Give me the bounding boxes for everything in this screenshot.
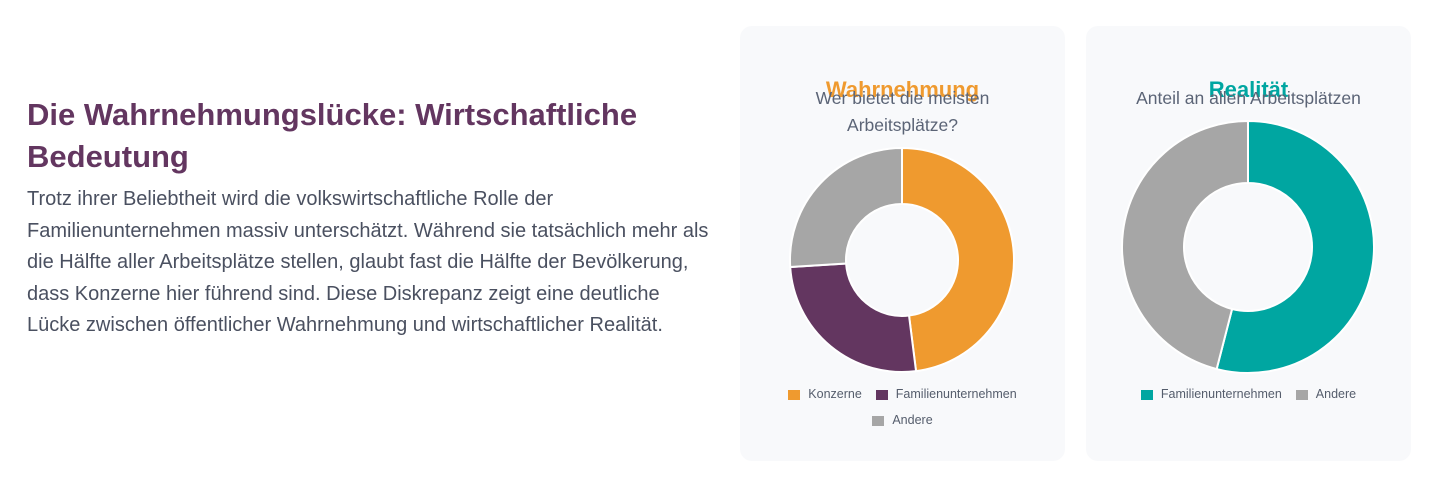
legend-label: Andere [892, 413, 933, 427]
legend-swatch [872, 415, 885, 426]
section-heading: Die Wahrnehmungslücke: Wirtschaftliche B… [27, 97, 638, 174]
legend-item-familienunternehmen[interactable]: Familienunternehmen [1140, 387, 1282, 402]
donut-slice-andere[interactable] [1121, 119, 1249, 371]
legend-item-familienunternehmen[interactable]: Familienunternehmen [875, 387, 1017, 402]
chart-subtitle: Anteil an allen Arbeitsplätzen [1136, 88, 1361, 108]
legend-item-andere[interactable]: Andere [872, 413, 933, 428]
section-body: Trotz ihrer Beliebtheit wird die volkswi… [27, 188, 709, 337]
donut-slice-andere[interactable] [789, 146, 903, 269]
donut-slice-familienunternehmen[interactable] [789, 262, 918, 373]
donut-slice-konzerne[interactable] [901, 146, 1015, 373]
intro-section: Die Wahrnehmungslücke: Wirtschaftliche B… [27, 94, 717, 342]
chart-legend: Konzerne Familienunternehmen Andere [760, 387, 1045, 428]
chart-legend: Familienunternehmen Andere [1106, 387, 1391, 402]
legend-label: Familienunternehmen [895, 387, 1017, 401]
chart-card-perception: Wahrnehmung Wer bietet die meisten Arbei… [740, 26, 1065, 461]
donut-chart-perception [789, 146, 1015, 373]
chart-title: Wahrnehmung [825, 77, 980, 102]
legend-swatch [1295, 389, 1308, 400]
legend-swatch [875, 389, 888, 400]
legend-label: Andere [1315, 387, 1357, 401]
donut-chart-reality [1121, 119, 1375, 374]
chart-subtitle: Wer bietet die meisten Arbeitsplätze? [815, 88, 990, 135]
legend-swatch [788, 389, 801, 400]
donut-slice-familienunternehmen[interactable] [1215, 119, 1375, 374]
chart-card-reality: Realität Anteil an allen Arbeitsplätzen … [1086, 26, 1411, 461]
legend-item-konzerne[interactable]: Konzerne [788, 387, 862, 402]
legend-label: Konzerne [808, 387, 862, 401]
legend-label: Familienunternehmen [1160, 387, 1282, 401]
legend-swatch [1140, 389, 1153, 400]
legend-item-andere[interactable]: Andere [1295, 387, 1357, 402]
chart-title: Realität [1208, 77, 1289, 102]
